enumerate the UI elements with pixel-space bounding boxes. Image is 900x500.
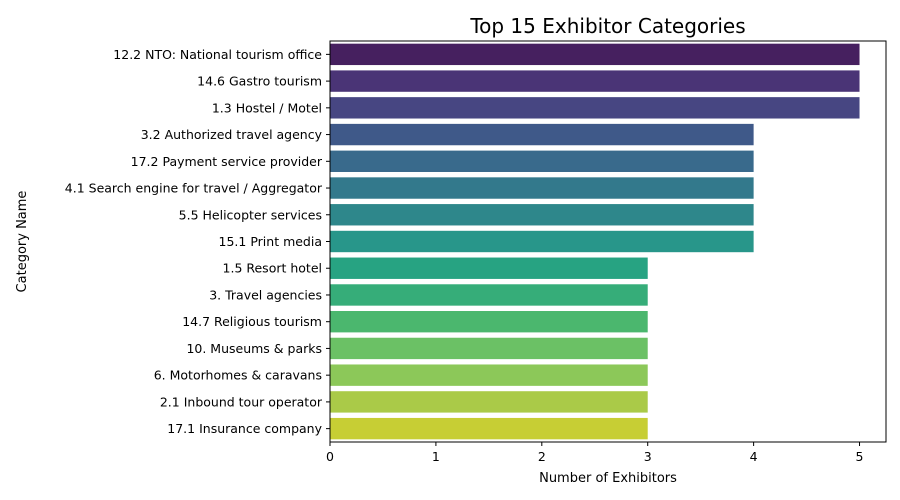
bar-14 bbox=[330, 417, 648, 440]
y-tick-label: 14.7 Religious tourism bbox=[182, 314, 322, 329]
y-tick-label: 3. Travel agencies bbox=[209, 287, 322, 302]
chart-title: Top 15 Exhibitor Categories bbox=[469, 14, 745, 38]
x-axis-label: Number of Exhibitors bbox=[539, 471, 677, 486]
bar-7 bbox=[330, 230, 754, 253]
y-tick-label: 6. Motorhomes & caravans bbox=[154, 368, 322, 383]
x-tick-label: 1 bbox=[432, 449, 440, 464]
y-axis-ticks: 12.2 NTO: National tourism office 14.6 Ga… bbox=[65, 47, 330, 436]
x-tick-label: 3 bbox=[644, 449, 652, 464]
bar-1 bbox=[330, 70, 860, 92]
y-tick-label: 14.6 Gastro tourism bbox=[197, 74, 322, 89]
y-tick-label: 17.2 Payment service provider bbox=[131, 154, 323, 169]
bar-2 bbox=[330, 97, 860, 119]
x-axis-ticks: 0 1 2 3 4 5 bbox=[326, 442, 864, 464]
y-tick-label: 3.2 Authorized travel agency bbox=[141, 127, 323, 142]
y-tick-label: 1.5 Resort hotel bbox=[223, 261, 322, 276]
x-tick-label: 5 bbox=[856, 449, 864, 464]
x-tick-label: 2 bbox=[538, 449, 546, 464]
plot-frame bbox=[329, 40, 887, 443]
y-tick-label: 17.1 Insurance company bbox=[167, 421, 322, 436]
bar-9 bbox=[330, 284, 648, 306]
x-tick-label: 0 bbox=[326, 449, 334, 464]
bar-11 bbox=[330, 337, 648, 360]
y-tick-label: 1.3 Hostel / Motel bbox=[212, 100, 322, 115]
y-tick-label: 12.2 NTO: National tourism office bbox=[113, 47, 322, 62]
bars-group bbox=[330, 43, 860, 440]
bar-6 bbox=[330, 204, 754, 226]
x-tick-label: 4 bbox=[750, 449, 758, 464]
bar-0 bbox=[330, 43, 860, 66]
y-tick-label: 10. Museums & parks bbox=[186, 341, 322, 356]
bar-8 bbox=[330, 257, 648, 279]
bar-4 bbox=[330, 150, 754, 172]
bar-3 bbox=[330, 123, 754, 146]
bar-10 bbox=[330, 311, 648, 333]
y-tick-label: 15.1 Print media bbox=[219, 234, 322, 249]
y-tick-label: 5.5 Helicopter services bbox=[179, 207, 322, 222]
bar-13 bbox=[330, 391, 648, 413]
y-axis-label: Category Name bbox=[15, 191, 30, 293]
y-tick-label: 4.1 Search engine for travel / Aggregato… bbox=[65, 181, 323, 196]
bar-5 bbox=[330, 177, 754, 199]
bar-12 bbox=[330, 364, 648, 386]
y-tick-label: 2.1 Inbound tour operator bbox=[160, 394, 323, 409]
